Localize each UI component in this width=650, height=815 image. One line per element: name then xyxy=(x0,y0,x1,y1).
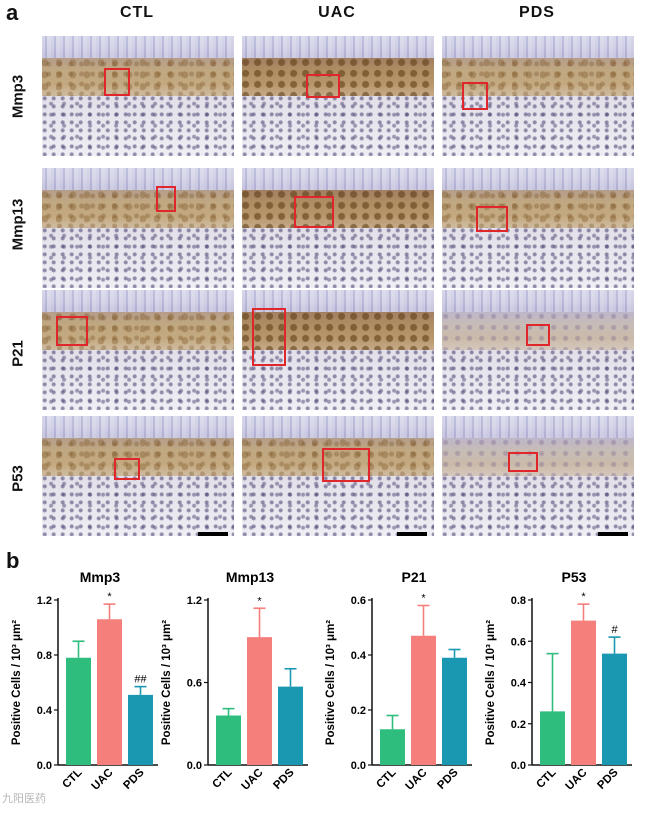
panel-b-letter: b xyxy=(6,548,20,573)
y-tick-label: 0.6 xyxy=(187,678,202,690)
bar-uac xyxy=(247,637,272,765)
roi-box xyxy=(56,316,88,346)
bar-ctl xyxy=(540,711,565,765)
y-tick-label: 0.0 xyxy=(351,760,366,772)
bar-pds xyxy=(128,694,153,765)
x-category-label: PDS xyxy=(271,766,296,791)
significance-mark: * xyxy=(421,593,426,605)
roi-box xyxy=(294,196,334,228)
chart-title: P21 xyxy=(402,569,427,585)
bar-ctl xyxy=(216,715,241,765)
column-header-pds: PDS xyxy=(519,4,555,21)
significance-mark: * xyxy=(581,591,586,603)
scale-bar-uac xyxy=(397,532,427,536)
micrograph-p21-uac xyxy=(242,290,434,410)
x-category-label: PDS xyxy=(595,766,620,791)
x-category-label: CTL xyxy=(210,767,234,791)
bar-charts-panel: Mmp3 Positive Cells / 10³ μm² 0.0 0.4 0.8 1.2… xyxy=(0,560,650,810)
y-tick-label: 0.2 xyxy=(511,719,526,731)
roi-box xyxy=(508,452,538,472)
x-category-label: PDS xyxy=(121,766,146,791)
micrograph-p53-pds xyxy=(442,416,634,536)
row-label-p53: P53 xyxy=(9,465,27,492)
panel-a-letter: a xyxy=(6,0,19,25)
bar-uac xyxy=(571,620,596,765)
roi-box xyxy=(252,308,286,366)
micrograph-p53-ctl xyxy=(42,416,234,536)
y-axis-label: Positive Cells / 10³ μm² xyxy=(161,620,173,745)
chart-title: Mmp3 xyxy=(80,569,121,585)
micrograph-mmp3-uac xyxy=(242,36,434,156)
y-tick-label: 0.0 xyxy=(37,760,52,772)
roi-box xyxy=(462,82,488,110)
roi-box xyxy=(114,458,140,480)
bar-pds xyxy=(602,653,627,765)
x-category-label: UAC xyxy=(90,767,116,793)
y-tick-label: 0.6 xyxy=(351,595,366,607)
roi-box xyxy=(476,206,508,232)
roi-box xyxy=(526,324,550,346)
bar-ctl xyxy=(66,657,91,765)
x-category-label: UAC xyxy=(564,767,590,793)
significance-mark: * xyxy=(107,591,112,603)
micrograph-mmp13-uac xyxy=(242,168,434,288)
micrograph-p21-pds xyxy=(442,290,634,410)
row-label-mmp13: Mmp13 xyxy=(9,198,27,251)
y-axis-label: Positive Cells / 10³ μm² xyxy=(325,620,337,745)
x-category-label: UAC xyxy=(404,767,430,793)
x-category-label: CTL xyxy=(374,767,398,791)
bar-charts-svg: Mmp3 Positive Cells / 10³ μm² 0.0 0.4 0.8 1.2… xyxy=(11,569,632,793)
y-tick-label: 0.8 xyxy=(511,595,526,607)
y-axis-label: Positive Cells / 10³ μm² xyxy=(11,620,23,745)
micrograph-mmp13-pds xyxy=(442,168,634,288)
roi-box xyxy=(156,186,176,212)
watermark-text: 九阳医药 xyxy=(2,792,46,805)
micrograph-mmp3-ctl xyxy=(42,36,234,156)
y-tick-label: 0.8 xyxy=(37,650,52,662)
y-tick-label: 0.0 xyxy=(511,760,526,772)
column-header-ctl: CTL xyxy=(119,4,155,21)
x-category-label: CTL xyxy=(534,767,558,791)
y-axis-label: Positive Cells / 10³ μm² xyxy=(485,620,497,745)
micrograph-mmp13-ctl xyxy=(42,168,234,288)
row-label-mmp3: Mmp3 xyxy=(9,74,27,119)
y-tick-label: 0.2 xyxy=(351,705,366,717)
bar-pds xyxy=(278,686,303,765)
row-label-p21: P21 xyxy=(9,340,27,367)
scale-bar-pds xyxy=(598,532,628,536)
x-category-label: CTL xyxy=(60,767,84,791)
roi-box xyxy=(306,74,340,98)
micrograph-p21-ctl xyxy=(42,290,234,410)
y-tick-label: 0.0 xyxy=(187,760,202,772)
significance-mark: ## xyxy=(134,674,147,686)
y-tick-label: 0.4 xyxy=(351,650,367,662)
scale-bar-ctl xyxy=(198,532,228,536)
roi-box xyxy=(322,448,370,482)
significance-mark: # xyxy=(611,624,618,636)
bar-pds xyxy=(442,657,467,765)
x-category-label: PDS xyxy=(435,766,460,791)
y-tick-label: 0.4 xyxy=(37,705,53,717)
roi-box xyxy=(104,68,130,96)
x-category-label: UAC xyxy=(240,767,266,793)
bar-uac xyxy=(97,619,122,765)
y-tick-label: 0.6 xyxy=(511,636,526,648)
y-tick-label: 1.2 xyxy=(187,595,202,607)
chart-title: Mmp13 xyxy=(226,569,274,585)
micrograph-mmp3-pds xyxy=(442,36,634,156)
column-header-uac: UAC xyxy=(318,4,356,21)
significance-mark: * xyxy=(257,595,262,607)
bar-ctl xyxy=(380,729,405,765)
y-tick-label: 1.2 xyxy=(37,595,52,607)
chart-title: P53 xyxy=(562,569,587,585)
micrograph-p53-uac xyxy=(242,416,434,536)
bar-uac xyxy=(411,635,436,765)
y-tick-label: 0.4 xyxy=(511,678,527,690)
